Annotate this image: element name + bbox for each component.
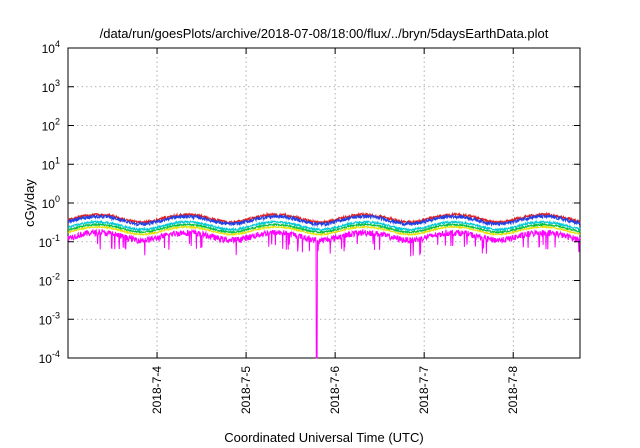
series-group bbox=[67, 211, 581, 359]
y-tick-label: 102 bbox=[42, 117, 60, 134]
x-tick-label: 2018-7-8 bbox=[506, 366, 520, 414]
x-tick-label: 2018-7-6 bbox=[328, 366, 342, 414]
series-line bbox=[67, 212, 581, 228]
series-line bbox=[67, 228, 581, 359]
series-line bbox=[67, 219, 581, 233]
series-line bbox=[67, 222, 581, 235]
grid-lines bbox=[68, 48, 580, 358]
y-tick-label: 104 bbox=[42, 39, 60, 56]
y-tick-label: 10-1 bbox=[39, 233, 60, 250]
y-tick-label: 103 bbox=[42, 78, 60, 95]
chart-title: /data/run/goesPlots/archive/2018-07-08/1… bbox=[100, 26, 549, 41]
y-tick-label: 10-2 bbox=[39, 272, 60, 289]
y-tick-label: 101 bbox=[42, 155, 60, 172]
y-tick-label: 10-4 bbox=[39, 349, 60, 366]
x-tick-label: 2018-7-4 bbox=[150, 366, 164, 414]
x-tick-label: 2018-7-5 bbox=[239, 366, 253, 414]
y-axis-label: cGy/day bbox=[22, 179, 37, 227]
series-line bbox=[67, 224, 581, 237]
y-tick-label: 10-3 bbox=[39, 310, 60, 327]
x-axis-label: Coordinated Universal Time (UTC) bbox=[224, 430, 423, 445]
x-tick-label: 2018-7-7 bbox=[417, 366, 431, 414]
x-axis-ticks: 2018-7-4 2018-7-5 2018-7-6 2018-7-7 2018-7-8 bbox=[150, 48, 520, 414]
y-axis-ticks: 10-4 10-3 10-2 10-1 100 101 102 103 104 bbox=[39, 39, 580, 366]
y-tick-label: 100 bbox=[42, 194, 60, 211]
